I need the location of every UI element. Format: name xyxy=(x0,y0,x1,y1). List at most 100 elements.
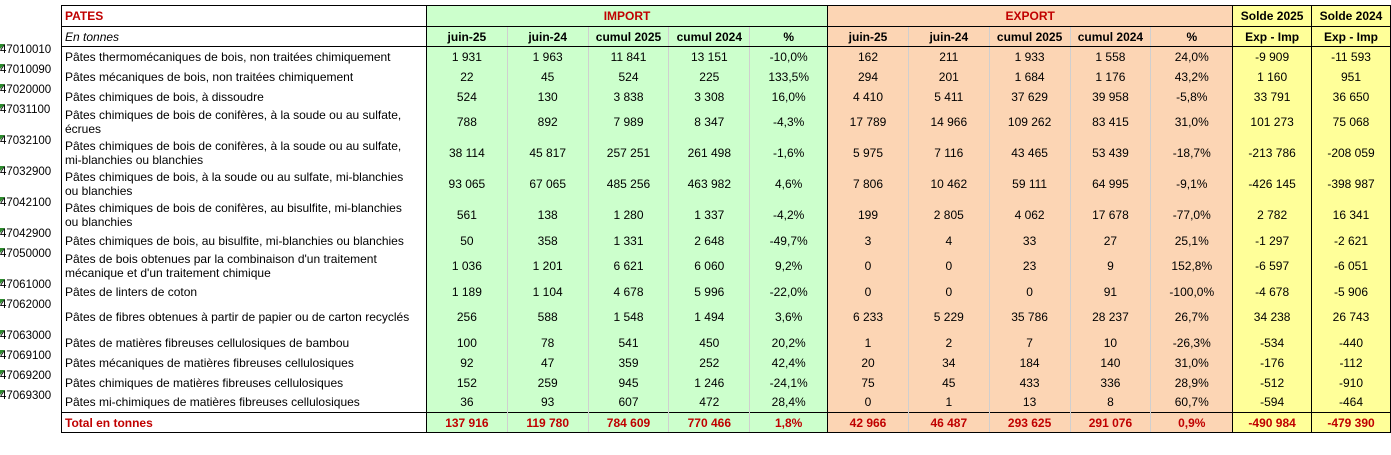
import-value: 50 xyxy=(426,230,508,251)
export-value: 23 xyxy=(988,250,1071,282)
product-label-line: ou blanchies xyxy=(65,184,133,198)
solde-value: -594 xyxy=(1232,392,1313,413)
product-label: Pâtes chimiques de bois de conifères, à … xyxy=(61,137,427,169)
import-value: 450 xyxy=(668,332,750,353)
import-value: 472 xyxy=(668,392,750,413)
export-value: 17 678 xyxy=(1069,199,1151,231)
import-value: 225 xyxy=(668,66,750,87)
product-label-line: mi-blanchies ou blanchies xyxy=(65,153,204,167)
export-value: 31,0% xyxy=(1150,106,1234,138)
export-value: 10 xyxy=(1069,332,1151,353)
import-value: 22 xyxy=(426,66,508,87)
solde-value: -11 593 xyxy=(1311,46,1391,67)
export-value: 0 xyxy=(907,250,990,282)
trade-table: PATES IMPORT EXPORT Solde 2025 Solde 202… xyxy=(61,5,1391,433)
solde-2024-header: Solde 2024 xyxy=(1311,5,1391,27)
table-row: Pâtes chimiques de bois de conifères, au… xyxy=(61,199,1391,231)
product-label-line: Pâtes thermomécaniques de bois, non trai… xyxy=(65,49,391,64)
export-col-percent: % xyxy=(1150,26,1234,47)
import-value: 152 xyxy=(426,372,508,393)
product-label-line: mécanique et d'un traitement chimique xyxy=(65,266,271,280)
solde-value: -6 597 xyxy=(1232,250,1313,282)
product-code: 47042100 xyxy=(0,197,62,209)
unit-label: En tonnes xyxy=(61,26,427,47)
import-col-juin-24: juin-24 xyxy=(506,26,589,47)
import-value: 607 xyxy=(587,392,669,413)
export-value: 7 xyxy=(988,332,1071,353)
solde-value: 75 068 xyxy=(1311,106,1391,138)
import-value: 3 308 xyxy=(668,86,750,107)
solde-value: -5 906 xyxy=(1311,281,1391,302)
import-value: -10,0% xyxy=(749,46,829,67)
export-value: 162 xyxy=(827,46,909,67)
export-value: 5 975 xyxy=(827,137,909,169)
import-value: 13 151 xyxy=(668,46,750,67)
solde-value: -9 909 xyxy=(1232,46,1313,67)
import-value: 7 989 xyxy=(587,106,669,138)
import-value: 561 xyxy=(426,199,508,231)
import-value: 945 xyxy=(587,372,669,393)
export-value: 184 xyxy=(988,352,1071,373)
import-value: 133,5% xyxy=(749,66,829,87)
solde-value: 2 782 xyxy=(1232,199,1313,231)
import-value: 1 201 xyxy=(506,250,589,282)
export-value: 43,2% xyxy=(1150,66,1234,87)
product-label-line: Pâtes de fibres obtenues à partir de pap… xyxy=(65,310,410,324)
export-value: 8 xyxy=(1069,392,1151,413)
import-value: 1 963 xyxy=(506,46,589,67)
export-col-juin-25: juin-25 xyxy=(827,26,909,47)
product-label-line: Pâtes mi-chimiques de matières fibreuses… xyxy=(65,395,360,410)
table-row: Pâtes chimiques de bois de conifères, à … xyxy=(61,106,1391,138)
import-value: 4 678 xyxy=(587,281,669,302)
product-label-line: Pâtes chimiques de bois de conifères, à … xyxy=(65,108,402,122)
export-value: -77,0% xyxy=(1150,199,1234,231)
export-value: 199 xyxy=(827,199,909,231)
import-value: -1,6% xyxy=(749,137,829,169)
import-value: 16,0% xyxy=(749,86,829,107)
export-value: -5,8% xyxy=(1150,86,1234,107)
solde-value: 26 743 xyxy=(1311,301,1391,333)
export-value: 28 237 xyxy=(1069,301,1151,333)
import-value: 6 621 xyxy=(587,250,669,282)
import-value: 42,4% xyxy=(749,352,829,373)
product-label: Pâtes chimiques de bois, au bisulfite, m… xyxy=(61,230,427,251)
import-value: -4,3% xyxy=(749,106,829,138)
table-row: Pâtes chimiques de bois, au bisulfite, m… xyxy=(61,230,1391,251)
solde-value: 33 791 xyxy=(1232,86,1313,107)
product-code: 47069300 xyxy=(0,390,62,402)
import-value: 485 256 xyxy=(587,168,669,200)
product-label-line: Pâtes chimiques de bois, à dissoudre xyxy=(65,89,264,104)
solde-value: -208 059 xyxy=(1311,137,1391,169)
import-value: 359 xyxy=(587,352,669,373)
export-value: 1 xyxy=(907,392,990,413)
product-label: Pâtes mi-chimiques de matières fibreuses… xyxy=(61,392,427,413)
import-value: 2 648 xyxy=(668,230,750,251)
import-value: 524 xyxy=(587,66,669,87)
export-value: 7 116 xyxy=(907,137,990,169)
solde-value: -534 xyxy=(1232,332,1313,353)
export-value: 140 xyxy=(1069,352,1151,373)
product-label-line: ou blanchies xyxy=(65,215,133,229)
export-value: 0 xyxy=(907,281,990,302)
import-value: 463 982 xyxy=(668,168,750,200)
product-code: 47063000 xyxy=(0,330,62,342)
table-title: PATES xyxy=(61,5,427,27)
import-value: 28,4% xyxy=(749,392,829,413)
product-label-line: Pâtes chimiques de bois de conifères, à … xyxy=(65,139,402,153)
export-value: 91 xyxy=(1069,281,1151,302)
import-value: 93 065 xyxy=(426,168,508,200)
total-label: Total en tonnes xyxy=(61,412,427,433)
import-value: -49,7% xyxy=(749,230,829,251)
import-value: 1 548 xyxy=(587,301,669,333)
solde-value: -512 xyxy=(1232,372,1313,393)
table-row: Pâtes chimiques de bois, à la soude ou a… xyxy=(61,168,1391,200)
import-value: 11 841 xyxy=(587,46,669,67)
product-code: 47042900 xyxy=(0,228,62,240)
export-header: EXPORT xyxy=(827,5,1234,27)
total-row: Total en tonnes 137 916 119 780 784 609 770 … xyxy=(61,412,1391,433)
import-value: 261 498 xyxy=(668,137,750,169)
solde-value: 1 160 xyxy=(1232,66,1313,87)
product-label-line: Pâtes chimiques de bois, à la soude ou a… xyxy=(65,170,404,184)
export-value: -100,0% xyxy=(1150,281,1234,302)
export-value: 1 176 xyxy=(1069,66,1151,87)
